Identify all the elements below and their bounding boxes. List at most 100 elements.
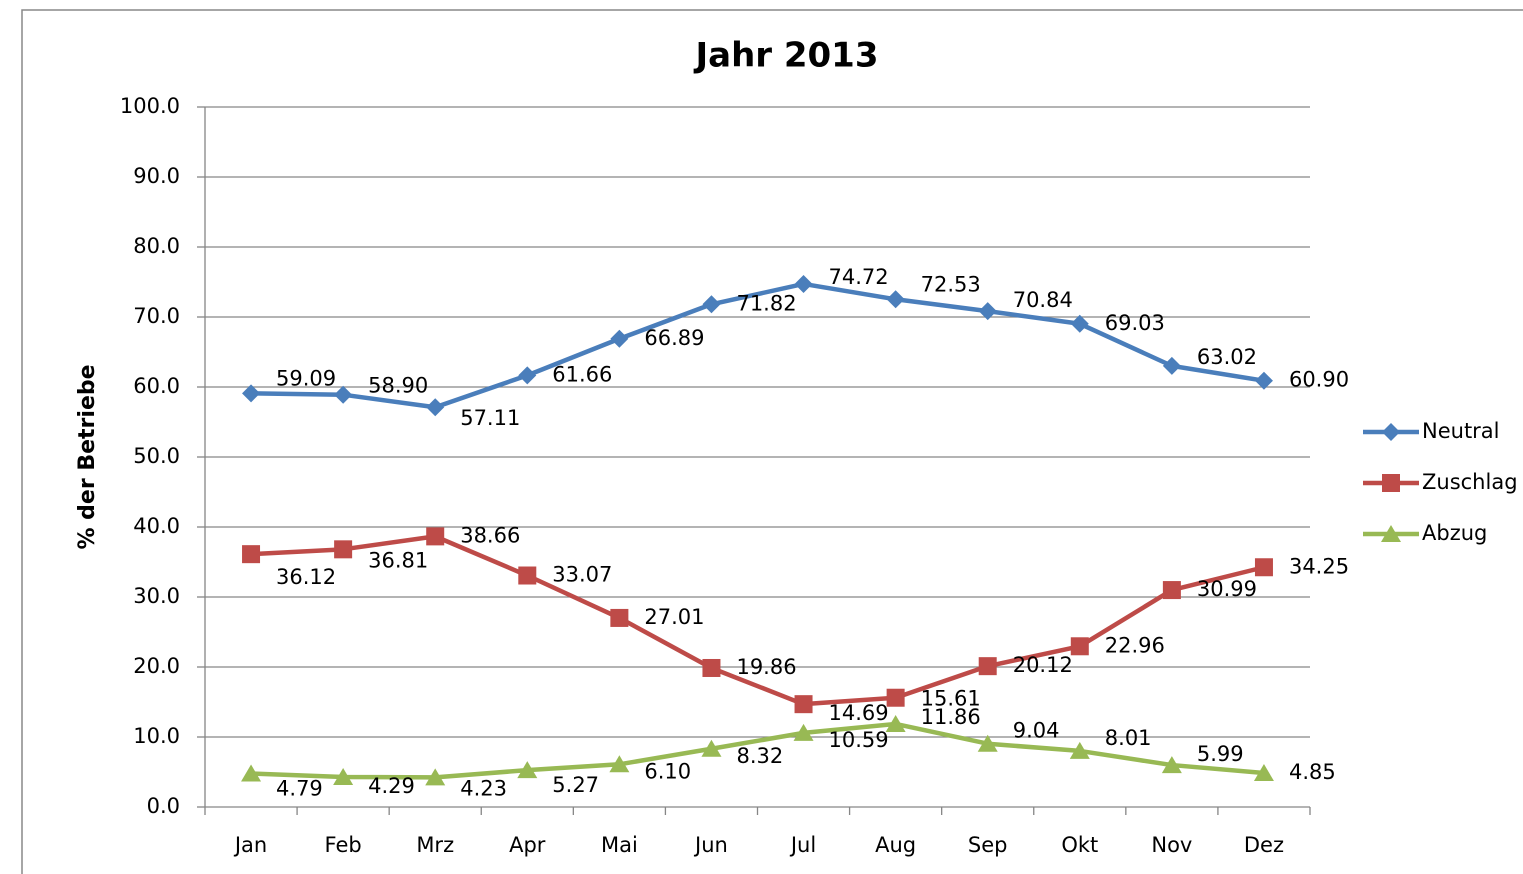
data-label: 8.01 (1105, 726, 1152, 750)
data-point (517, 761, 538, 779)
legend-marker (1381, 525, 1401, 542)
x-tick-label: Nov (1151, 833, 1192, 857)
data-point (333, 767, 354, 785)
x-tick-label: Jul (789, 833, 816, 857)
data-label: 20.12 (1013, 653, 1073, 677)
series-line (251, 281, 1265, 410)
data-point (1162, 581, 1181, 600)
x-tick-label: Jun (693, 833, 728, 857)
data-point (885, 714, 906, 732)
chart-frame (21, 9, 1523, 874)
data-point (1254, 558, 1273, 577)
x-tick-label: Sep (968, 833, 1008, 857)
y-tick-label: 80.0 (133, 234, 180, 258)
x-tick-label: Okt (1061, 833, 1098, 857)
data-label: 6.10 (644, 759, 691, 783)
data-point (886, 688, 905, 707)
data-label: 27.01 (644, 605, 704, 629)
data-label: 71.82 (736, 291, 796, 315)
y-tick-label: 90.0 (133, 164, 180, 188)
data-label: 22.96 (1105, 633, 1165, 657)
data-label: 58.90 (368, 374, 428, 398)
x-tick-label: Mrz (416, 833, 454, 857)
data-point (242, 545, 261, 564)
data-point (610, 608, 629, 627)
data-point (334, 385, 353, 404)
data-point (610, 329, 629, 348)
x-tick-label: Feb (325, 833, 362, 857)
data-label: 5.99 (1197, 742, 1244, 766)
data-label: 30.99 (1197, 577, 1257, 601)
data-label: 9.04 (1013, 719, 1060, 743)
data-point (794, 274, 813, 293)
chart-title: Jahr 2013 (693, 36, 878, 76)
data-point (702, 658, 721, 677)
y-tick-label: 60.0 (133, 374, 180, 398)
data-label: 66.89 (644, 326, 704, 350)
data-point (242, 384, 261, 403)
data-label: 4.29 (368, 774, 415, 798)
series-line (250, 721, 1265, 780)
data-point (702, 295, 721, 314)
x-tick-label: Mai (601, 833, 638, 857)
y-axis-label: % der Betriebe (75, 364, 100, 549)
data-label: 10.59 (829, 728, 889, 752)
data-point (425, 768, 446, 786)
legend-label: Zuschlag (1422, 470, 1518, 494)
y-tick-label: 0.0 (147, 794, 180, 818)
data-label: 4.23 (460, 776, 507, 800)
data-label: 60.90 (1289, 368, 1349, 392)
y-tick-label: 20.0 (133, 654, 180, 678)
data-label: 15.61 (921, 687, 981, 711)
data-point (241, 764, 262, 782)
x-tick-label: Aug (875, 833, 916, 857)
data-label: 74.72 (829, 265, 889, 289)
data-point (978, 302, 997, 321)
data-label: 59.09 (276, 366, 336, 390)
data-label: 4.85 (1289, 760, 1336, 784)
y-tick-label: 30.0 (133, 584, 180, 608)
data-label: 69.03 (1105, 311, 1165, 335)
data-point (426, 398, 445, 417)
data-point (426, 527, 445, 546)
legend-marker (1382, 423, 1400, 441)
data-point (977, 734, 998, 752)
legend-label: Neutral (1422, 419, 1500, 443)
data-label: 34.25 (1289, 554, 1349, 578)
data-label: 70.84 (1013, 288, 1073, 312)
data-point (978, 657, 997, 676)
data-point (518, 366, 537, 385)
data-label: 36.81 (368, 548, 428, 572)
data-label: 4.79 (276, 776, 323, 800)
data-label: 33.07 (552, 563, 612, 587)
y-tick-label: 50.0 (133, 444, 180, 468)
data-point (518, 566, 537, 585)
data-label: 61.66 (552, 362, 612, 386)
data-point (1070, 637, 1089, 656)
data-label: 38.66 (460, 523, 520, 547)
data-label: 72.53 (921, 272, 981, 296)
data-label: 11.86 (921, 705, 981, 729)
data-label: 5.27 (552, 773, 599, 797)
data-point (793, 723, 814, 741)
data-point (701, 739, 722, 757)
y-tick-label: 40.0 (133, 514, 180, 538)
x-tick-label: Dez (1244, 833, 1284, 857)
data-point (1253, 764, 1274, 782)
data-point (1161, 756, 1182, 774)
series-line (250, 534, 1265, 707)
data-label: 8.32 (736, 744, 783, 768)
y-tick-label: 70.0 (133, 304, 180, 328)
data-point (1162, 356, 1181, 375)
legend-marker (1382, 474, 1400, 492)
legend-label: Abzug (1422, 521, 1487, 545)
data-label: 14.69 (829, 701, 889, 725)
x-tick-label: Apr (509, 833, 546, 857)
data-point (1254, 371, 1273, 390)
data-point (1070, 314, 1089, 333)
y-tick-label: 10.0 (133, 724, 180, 748)
data-label: 36.12 (276, 565, 336, 589)
data-point (334, 540, 353, 559)
x-tick-label: Jan (233, 833, 267, 857)
data-label: 63.02 (1197, 345, 1257, 369)
